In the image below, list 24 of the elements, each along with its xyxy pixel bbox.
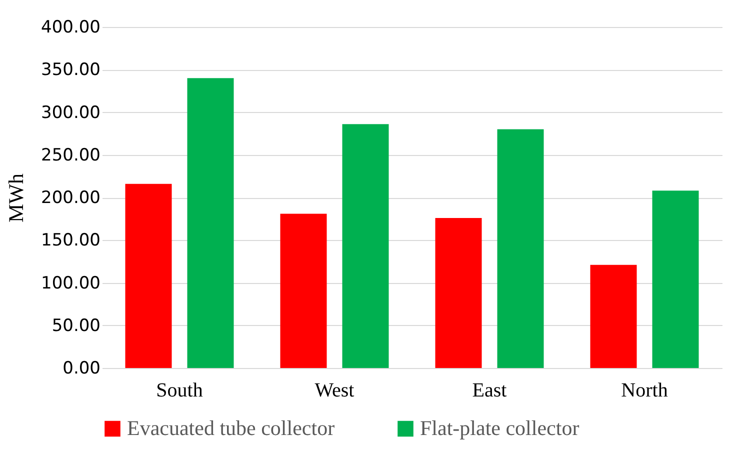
bar — [187, 78, 234, 368]
y-tick-label: 50.00 — [52, 316, 100, 336]
y-axis-title: MWh — [4, 173, 28, 222]
y-tick-label: 0.00 — [62, 358, 100, 378]
x-tick-label: South — [156, 380, 203, 402]
y-tick-label: 400.00 — [41, 18, 100, 38]
y-tick-label: 100.00 — [41, 273, 100, 294]
x-tick-label: West — [314, 380, 355, 402]
bar — [125, 184, 172, 368]
x-tick-label: East — [472, 380, 508, 402]
y-tick-label: 150.00 — [41, 230, 100, 251]
legend-label: Flat-plate collector — [420, 416, 580, 440]
bar — [590, 264, 637, 368]
y-tick-label: 250.00 — [41, 145, 100, 166]
bar — [497, 129, 544, 368]
bar — [280, 214, 327, 368]
bar — [342, 124, 389, 368]
y-tick-label: 350.00 — [41, 60, 100, 80]
bar — [652, 190, 699, 368]
x-tick-label: North — [621, 380, 668, 402]
bar — [435, 218, 482, 368]
y-tick-label: 200.00 — [41, 188, 100, 208]
legend-label: Evacuated tube collector — [127, 416, 335, 440]
y-tick-label: 300.00 — [41, 102, 100, 123]
